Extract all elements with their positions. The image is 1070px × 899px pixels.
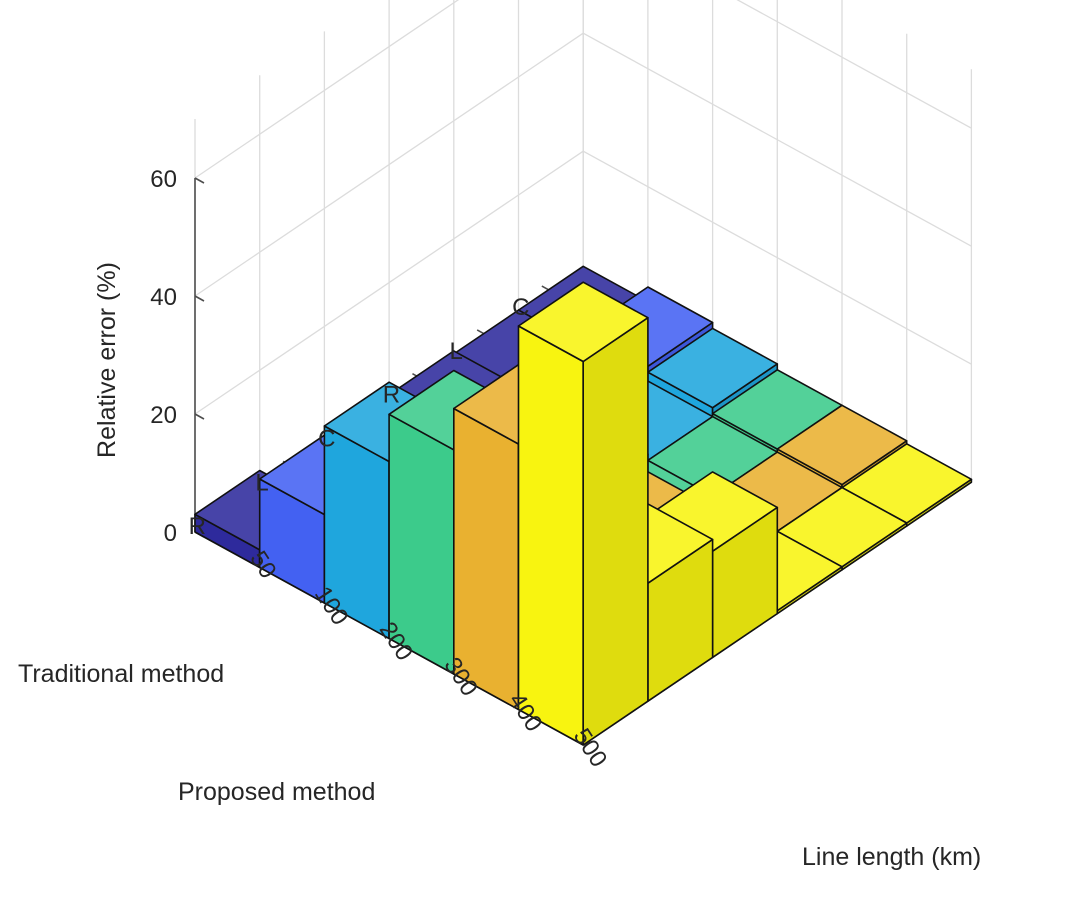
z-tick-label: 20 — [150, 402, 177, 429]
row-tick-label: R — [383, 382, 400, 409]
z-tick-label: 40 — [150, 284, 177, 311]
bar-side-face — [582, 316, 649, 746]
group-label-traditional: Traditional method — [18, 660, 224, 688]
z-tick-mark — [194, 295, 205, 302]
label-layer: Relative error (%) Line length (km) Trad… — [18, 166, 981, 871]
bar-top-face — [647, 327, 779, 409]
grid-line — [582, 150, 972, 365]
grid-line — [194, 0, 460, 179]
grid-line — [582, 32, 972, 247]
z-tick-label: 60 — [150, 166, 177, 193]
bar-front-face — [517, 325, 585, 746]
row-tick-label: R — [189, 513, 206, 540]
z-tick-label: 0 — [164, 520, 177, 547]
row-tick-label: L — [449, 338, 462, 365]
bar-layer — [194, 265, 973, 746]
bar-top-face — [776, 404, 908, 486]
grid-line — [194, 150, 584, 415]
z-tick-mark — [194, 413, 205, 420]
group-label-proposed: Proposed method — [178, 778, 375, 806]
x-axis-label: Line length (km) — [802, 843, 981, 871]
row-tick-label: L — [255, 469, 268, 496]
row-tick-label: C — [512, 294, 529, 321]
z-tick-mark — [194, 177, 205, 184]
grid-line — [194, 32, 584, 297]
bar — [517, 281, 649, 746]
z-axis-label: Relative error (%) — [93, 262, 121, 458]
bar-top-face — [517, 281, 649, 363]
grid-line — [736, 0, 972, 129]
row-tick-label: C — [318, 426, 335, 453]
